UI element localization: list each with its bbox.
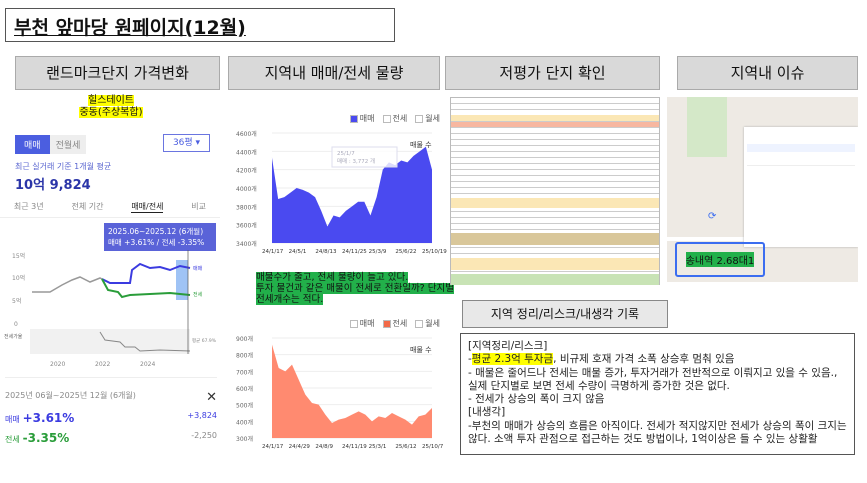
deal-type-tabs: 매매 전월세 [15,135,87,154]
legend-jeonse[interactable]: 전세 [382,318,407,329]
y-tick-label: 3800개 [236,203,257,211]
y-tick: 15억 [12,252,25,260]
region-map[interactable]: ⟳ 송내역 2.68대1 [667,97,858,282]
tab-sale-jeonse[interactable]: 매매/전세 [131,202,164,213]
x-tick: 2020 [50,361,65,368]
y-tick-label: 4400개 [236,148,257,156]
x-tick-label: 25/6/22 [395,249,416,255]
area-series [272,146,432,243]
ratio-line [99,331,191,352]
notes-header: 지역 정리/리스크/내생각 기록 [462,300,668,328]
sale-change-row: 매매 +3.61% +3,824 [5,411,217,425]
chart-title: 매물 수 [410,346,432,354]
x-tick-label: 24/5/1 [289,249,307,255]
header-issues: 지역내 이슈 [677,56,858,90]
ratio-value: 평균 67.9% [192,337,217,344]
notes-box: [지역정리/리스크] -평균 2.3억 투자금, 비규제 호재 가격 소폭 상승… [460,333,855,455]
period-highlight [176,260,188,300]
chart-tooltip: 2025.06~2025.12 (6개월) 매매 +3.61% / 전세 -3.3… [104,223,216,251]
y-tick-label: 900개 [236,335,253,343]
x-tick-label: 25/3/1 [369,444,387,450]
y-tick-label: 800개 [236,352,253,360]
y-tick-label: 700개 [236,368,253,376]
jeonse-listings-chart: 매매 전세 월세 900개 800개 700개 600개 500개 400개 300개 24/… [232,318,460,468]
x-tick-label: 24/11/19 [342,444,367,450]
y-tick-label: 600개 [236,385,253,393]
close-icon[interactable]: ✕ [206,390,217,405]
middle-note: 매물수가 줄고, 전세 물량이 늘고 있다. 투자 물건과 같은 매물이 전세로 … [256,272,454,305]
x-tick-label: 25/3/9 [369,249,387,255]
tab-all[interactable]: 전체 기간 [71,202,104,211]
undervalued-spreadsheet [450,97,660,285]
x-tick-label: 24/8/13 [315,249,337,255]
refresh-handle-icon[interactable]: ⟳ [708,211,717,222]
x-tick-label: 25/10/7 [422,444,444,450]
area-series [272,344,432,438]
tooltip-text: 25/1/7 [337,151,355,157]
sale-listings-chart: 매매 전세 월세 4600개 4400개 4200개 4000개 3800개 3600개 3… [232,113,460,271]
sale-line [101,262,191,284]
y-tick: 10억 [12,274,25,282]
header-volume: 지역내 매매/전세 물량 [228,56,440,90]
callout-box[interactable]: 송내역 2.68대1 [675,242,765,277]
x-tick: 2022 [95,361,110,368]
y-tick-label: 4600개 [236,130,257,138]
y-tick-label: 4000개 [236,185,257,193]
x-tick-label: 24/1/17 [262,249,284,255]
legend-monthly[interactable]: 월세 [415,113,440,124]
history-line [32,276,103,293]
y-tick-label: 500개 [236,402,253,410]
y-tick-label: 400개 [236,418,253,426]
y-tick-label: 3400개 [236,240,257,248]
jeonse-line-label: 전세 [193,291,203,298]
header-undervalued: 저평가 단지 확인 [445,56,660,90]
x-tick-label: 24/11/25 [342,249,367,255]
x-tick-label: 24/8/9 [315,444,333,450]
jeonse-change-row: 전세 -3.35% -2,250 [5,431,217,445]
y-tick-label: 4200개 [236,167,257,175]
y-tick: 5억 [12,297,21,305]
x-tick-label: 25/6/12 [395,444,416,450]
y-tick-label: 3600개 [236,222,257,230]
complex-sub: 중동(주상복합) [79,107,143,118]
avg-price: 10억 9,824 [15,178,91,193]
sale-line-label: 매매 [193,265,203,272]
complex-name: 힐스테이트 [88,95,134,106]
tab-sale[interactable]: 매매 [15,135,50,154]
x-tick-label: 24/4/29 [289,444,311,450]
legend-sale[interactable]: 매매 [349,318,375,329]
tab-recent-3y[interactable]: 최근 3년 [13,202,44,211]
summary-period: 2025년 06월~2025년 12월 (6개월) [5,391,136,400]
size-select[interactable]: 36평 ▾ [163,134,210,152]
jeonse-line [101,278,191,299]
legend-sale[interactable]: 매매 [349,113,375,124]
avg-label: 최근 실거래 기준 1개월 평균 [15,162,112,171]
header-landmark: 랜드마크단지 가격변화 [15,56,220,90]
tab-rent[interactable]: 전월세 [49,135,87,154]
x-tick-label: 24/1/17 [262,444,284,450]
x-tick-label: 25/10/19 [422,249,447,255]
y-tick: 0 [14,321,18,328]
chart-title: 매물 수 [410,141,432,149]
page-title: 부천 앞마당 원페이지(12월) [5,8,395,42]
tooltip-text: 매매 : 3,772 개 [337,157,375,165]
legend-jeonse[interactable]: 전세 [382,113,407,124]
price-chart: 15억 10억 5억 0 매매 전세 전세가율 평균 67.9% 2020 20… [4,250,217,368]
landmark-panel: 힐스테이트 중동(주상복합) 매매 전월세 36평 ▾ 최근 실거래 기준 1개… [0,95,222,465]
x-tick: 2024 [140,361,155,368]
tab-compare[interactable]: 비교 [191,202,207,211]
listing-panel [744,127,858,247]
y-tick-label: 300개 [236,435,253,443]
ratio-label: 전세가율 [4,333,23,340]
legend-monthly[interactable]: 월세 [415,318,440,329]
tooltip-box [331,146,398,168]
